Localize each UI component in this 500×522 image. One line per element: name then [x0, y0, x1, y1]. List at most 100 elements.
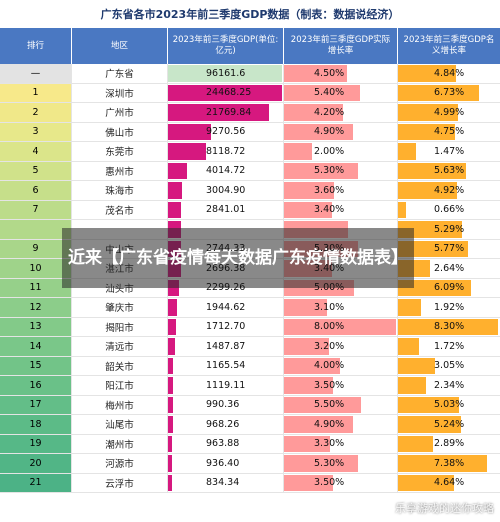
growth-bar — [284, 338, 329, 355]
growth-value: 4.00% — [314, 360, 345, 372]
nominal-bar — [398, 201, 406, 218]
rank-cell: 16 — [0, 376, 72, 396]
gdp-bar — [168, 123, 212, 140]
nominal-value: 2.64% — [434, 262, 465, 274]
nominal-value: 7.38% — [434, 457, 465, 469]
gdp-value: 968.26 — [206, 418, 240, 430]
gdp-cell: 1944.62 — [168, 298, 284, 318]
rank-cell: 2 — [0, 103, 72, 123]
gdp-value: 8118.72 — [206, 145, 246, 157]
rank-cell: 1 — [0, 83, 72, 103]
nominal-value: 8.30% — [434, 321, 465, 333]
region-cell: 茂名市 — [72, 200, 168, 220]
gdp-bar — [168, 162, 187, 179]
growth-value: 5.50% — [314, 399, 345, 411]
table-row: 5 惠州市 4014.72 5.30% 5.63% — [0, 161, 500, 181]
growth-bar — [284, 416, 353, 433]
growth-bar — [284, 377, 333, 394]
growth-cell: 3.20% — [284, 337, 398, 357]
nominal-cell: 0.66% — [398, 200, 500, 220]
growth-value: 3.40% — [314, 262, 345, 274]
nominal-cell: 1.72% — [398, 337, 500, 357]
rank-cell: 4 — [0, 142, 72, 162]
gdp-cell: 1487.87 — [168, 337, 284, 357]
watermark-text: 乐享游戏的迷你攻略 — [395, 502, 494, 515]
watermark: 乐享游戏的迷你攻略 — [379, 500, 494, 516]
nominal-value: 1.47% — [434, 145, 465, 157]
nominal-value: 2.89% — [434, 438, 465, 450]
rank-cell: 14 — [0, 337, 72, 357]
gdp-cell: 21769.84 — [168, 103, 284, 123]
gdp-value: 9270.56 — [206, 126, 246, 138]
growth-cell: 2.00% — [284, 142, 398, 162]
gdp-cell: 8118.72 — [168, 142, 284, 162]
nominal-bar — [398, 84, 480, 101]
table-title: 广东省各市2023年前三季度GDP数据（制表：数据说经济） — [0, 0, 500, 28]
table-row: 12 肇庆市 1944.62 3.10% 1.92% — [0, 298, 500, 318]
gdp-cell: 1712.70 — [168, 317, 284, 337]
growth-bar — [284, 318, 396, 335]
gdp-value: 1712.70 — [206, 321, 246, 333]
region-cell: 阳江市 — [72, 376, 168, 396]
growth-cell: 3.50% — [284, 473, 398, 493]
growth-value: 5.30% — [314, 457, 345, 469]
gdp-bar — [168, 435, 173, 452]
growth-bar — [284, 201, 332, 218]
nominal-value: 0.66% — [434, 204, 465, 216]
nominal-cell: 4.99% — [398, 103, 500, 123]
growth-value: 4.50% — [314, 67, 345, 79]
gdp-cell: 936.40 — [168, 454, 284, 474]
gdp-cell: 963.88 — [168, 434, 284, 454]
nominal-cell: 4.84% — [398, 64, 500, 84]
table-row: 14 清远市 1487.87 3.20% 1.72% — [0, 337, 500, 357]
region-cell: 云浮市 — [72, 473, 168, 493]
rank-cell: 13 — [0, 317, 72, 337]
gdp-bar — [168, 318, 176, 335]
rank-cell: 6 — [0, 181, 72, 201]
nominal-cell: 6.73% — [398, 83, 500, 103]
growth-bar — [284, 162, 359, 179]
gdp-value: 1119.11 — [206, 379, 246, 391]
growth-bar — [284, 396, 361, 413]
rank-cell: 7 — [0, 200, 72, 220]
region-cell: 东莞市 — [72, 142, 168, 162]
growth-cell: 3.40% — [284, 200, 398, 220]
gdp-value: 834.34 — [206, 477, 240, 489]
growth-cell: 4.20% — [284, 103, 398, 123]
nominal-cell: 4.92% — [398, 181, 500, 201]
gdp-cell: 9270.56 — [168, 122, 284, 142]
nominal-bar — [398, 318, 498, 335]
growth-cell: 3.30% — [284, 434, 398, 454]
rank-cell: 11 — [0, 278, 72, 298]
rank-cell: 18 — [0, 415, 72, 435]
rank-cell: 5 — [0, 161, 72, 181]
growth-value: 3.30% — [314, 438, 345, 450]
gdp-bar — [168, 416, 173, 433]
gdp-bar — [168, 455, 173, 472]
region-cell: 深圳市 — [72, 83, 168, 103]
nominal-value: 4.75% — [434, 126, 465, 138]
rank-cell: 3 — [0, 122, 72, 142]
nominal-cell: 4.75% — [398, 122, 500, 142]
watermark-logo-icon — [379, 502, 391, 514]
nominal-bar — [398, 357, 435, 374]
growth-value: 4.90% — [314, 126, 345, 138]
growth-value: 8.00% — [314, 321, 345, 333]
region-cell: 珠海市 — [72, 181, 168, 201]
table-row: 6 珠海市 3004.90 3.60% 4.92% — [0, 181, 500, 201]
growth-cell: 5.50% — [284, 395, 398, 415]
table-row: 1 深圳市 24468.25 5.40% 6.73% — [0, 83, 500, 103]
growth-value: 5.00% — [314, 282, 345, 294]
gdp-value: 2299.26 — [206, 282, 246, 294]
gdp-cell: 24468.25 — [168, 83, 284, 103]
gdp-cell: 3004.90 — [168, 181, 284, 201]
gdp-value: 963.88 — [206, 438, 240, 450]
growth-value: 5.30% — [314, 165, 345, 177]
nominal-value: 1.72% — [434, 340, 465, 352]
region-cell: 惠州市 — [72, 161, 168, 181]
region-cell: 揭阳市 — [72, 317, 168, 337]
rank-cell: 12 — [0, 298, 72, 318]
gdp-bar — [168, 65, 282, 82]
header-region: 地区 — [72, 28, 168, 64]
region-cell: 佛山市 — [72, 122, 168, 142]
